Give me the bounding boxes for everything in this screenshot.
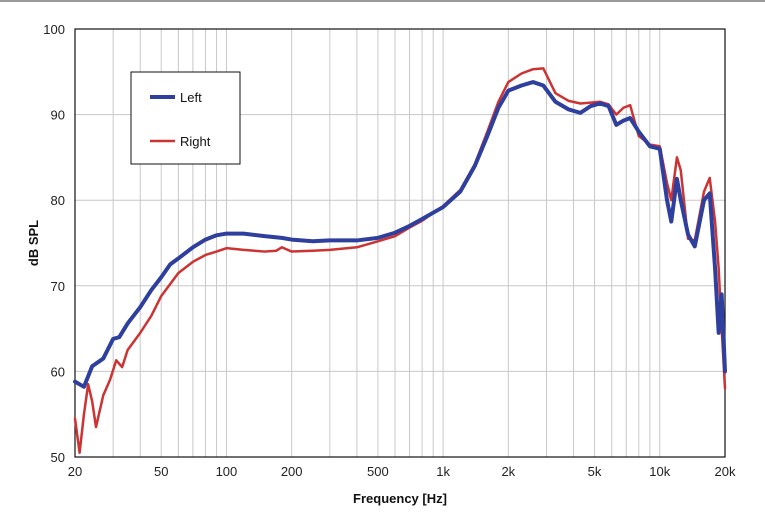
y-tick-label: 80 bbox=[51, 193, 65, 208]
legend-box bbox=[130, 71, 241, 165]
series-line-left bbox=[73, 80, 727, 389]
y-tick-label: 100 bbox=[43, 22, 65, 37]
x-tick-label: 10k bbox=[649, 464, 670, 479]
x-tick-label: 1k bbox=[436, 464, 450, 479]
legend-label-right: Right bbox=[180, 134, 211, 149]
x-tick-label: 5k bbox=[588, 464, 602, 479]
legend-label-left: Left bbox=[180, 90, 202, 105]
x-tick-label: 500 bbox=[367, 464, 389, 479]
x-tick-label: 100 bbox=[216, 464, 238, 479]
x-axis-title: Frequency [Hz] bbox=[353, 491, 447, 506]
series-group bbox=[73, 67, 727, 454]
x-tick-label: 50 bbox=[154, 464, 168, 479]
grid bbox=[75, 29, 725, 457]
x-tick-label: 2k bbox=[501, 464, 515, 479]
x-tick-label: 20 bbox=[68, 464, 82, 479]
y-tick-label: 50 bbox=[51, 450, 65, 465]
y-tick-label: 90 bbox=[51, 108, 65, 123]
y-tick-label: 70 bbox=[51, 279, 65, 294]
y-tick-label: 60 bbox=[51, 364, 65, 379]
y-axis-title: dB SPL bbox=[26, 220, 41, 266]
legend: Left Right bbox=[130, 71, 241, 165]
x-tick-label: 200 bbox=[281, 464, 303, 479]
plot-frame bbox=[74, 28, 726, 458]
x-tick-label: 20k bbox=[715, 464, 736, 479]
top-rule bbox=[0, 0, 765, 2]
